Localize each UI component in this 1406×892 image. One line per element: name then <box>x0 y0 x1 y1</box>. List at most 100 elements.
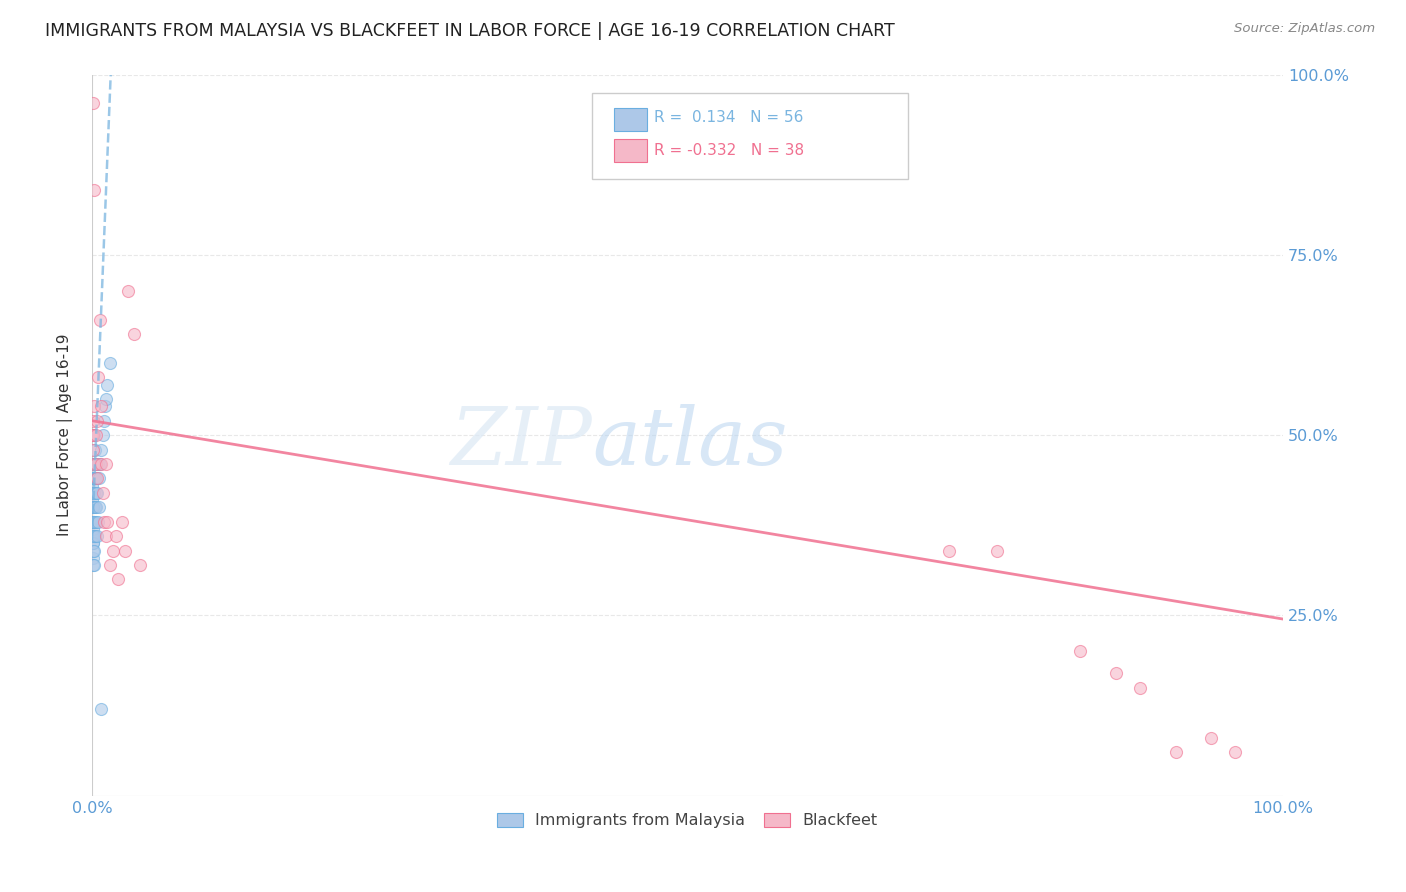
Text: R =  0.134   N = 56: R = 0.134 N = 56 <box>654 111 803 125</box>
Point <box>82 536 104 550</box>
Point <box>82 96 104 111</box>
Point <box>82 515 104 529</box>
Point <box>90 702 112 716</box>
Point <box>84 529 107 543</box>
Point <box>122 327 145 342</box>
Point <box>83 183 105 197</box>
Point <box>82 550 104 565</box>
Point <box>83 485 105 500</box>
Point <box>82 500 104 515</box>
Legend: Immigrants from Malaysia, Blackfeet: Immigrants from Malaysia, Blackfeet <box>491 806 884 835</box>
Point <box>96 392 118 406</box>
Point <box>89 457 111 471</box>
Point <box>89 312 111 326</box>
Point <box>82 485 104 500</box>
Point <box>111 515 134 529</box>
Point <box>82 500 104 515</box>
Point <box>1129 681 1152 695</box>
Point <box>82 536 104 550</box>
Point <box>84 457 107 471</box>
Point <box>87 471 110 485</box>
Point <box>96 377 118 392</box>
Point <box>82 478 104 492</box>
Y-axis label: In Labor Force | Age 16-19: In Labor Force | Age 16-19 <box>58 334 73 536</box>
Point <box>83 515 105 529</box>
Point <box>87 515 110 529</box>
Point <box>82 471 104 485</box>
Point <box>96 529 118 543</box>
Point <box>83 543 105 558</box>
Point <box>83 457 105 471</box>
Point <box>90 399 112 413</box>
Point <box>86 471 108 485</box>
Text: atlas: atlas <box>592 403 787 481</box>
Point <box>103 543 125 558</box>
Point <box>84 515 107 529</box>
Point <box>86 414 108 428</box>
Point <box>91 485 114 500</box>
Point <box>96 457 118 471</box>
Point <box>86 485 108 500</box>
Point <box>91 428 114 442</box>
Point <box>104 529 127 543</box>
Text: ZIP: ZIP <box>450 403 592 481</box>
Point <box>96 515 118 529</box>
Point <box>82 515 104 529</box>
Point <box>1225 746 1247 760</box>
Point <box>1164 746 1187 760</box>
Point <box>83 515 105 529</box>
Point <box>84 457 107 471</box>
Point <box>82 428 104 442</box>
Point <box>86 529 108 543</box>
Text: R = -0.332   N = 38: R = -0.332 N = 38 <box>654 143 804 158</box>
Point <box>82 522 104 536</box>
Point <box>83 485 105 500</box>
Point <box>82 558 104 572</box>
Point <box>87 500 110 515</box>
Point <box>82 543 104 558</box>
Point <box>82 500 104 515</box>
Point <box>83 428 105 442</box>
Point <box>84 500 107 515</box>
Point <box>93 414 115 428</box>
Point <box>83 457 105 471</box>
Point <box>82 515 104 529</box>
Text: IMMIGRANTS FROM MALAYSIA VS BLACKFEET IN LABOR FORCE | AGE 16-19 CORRELATION CHA: IMMIGRANTS FROM MALAYSIA VS BLACKFEET IN… <box>45 22 894 40</box>
Point <box>82 529 104 543</box>
Point <box>83 529 105 543</box>
Point <box>82 471 104 485</box>
Point <box>82 493 104 508</box>
Point <box>83 471 105 485</box>
Point <box>128 558 150 572</box>
Point <box>938 543 960 558</box>
Point <box>83 558 105 572</box>
Point <box>82 457 104 471</box>
FancyBboxPatch shape <box>613 108 647 131</box>
Point <box>107 573 129 587</box>
Point <box>82 529 104 543</box>
Text: Source: ZipAtlas.com: Source: ZipAtlas.com <box>1234 22 1375 36</box>
Point <box>117 284 139 298</box>
Point <box>82 515 104 529</box>
Point <box>986 543 1008 558</box>
Point <box>87 370 110 384</box>
Point <box>83 500 105 515</box>
Point <box>82 414 104 428</box>
Point <box>82 500 104 515</box>
Point <box>84 442 107 457</box>
Point <box>83 399 105 413</box>
FancyBboxPatch shape <box>613 139 647 161</box>
Point <box>87 457 110 471</box>
Point <box>94 399 117 413</box>
Point <box>84 485 107 500</box>
Point <box>82 442 104 457</box>
Point <box>84 471 107 485</box>
Point <box>1201 731 1223 745</box>
Point <box>1105 666 1128 681</box>
Point <box>114 543 136 558</box>
Point <box>84 428 107 442</box>
Point <box>1069 644 1091 658</box>
Point <box>98 356 121 370</box>
Point <box>98 558 121 572</box>
Point <box>90 457 112 471</box>
